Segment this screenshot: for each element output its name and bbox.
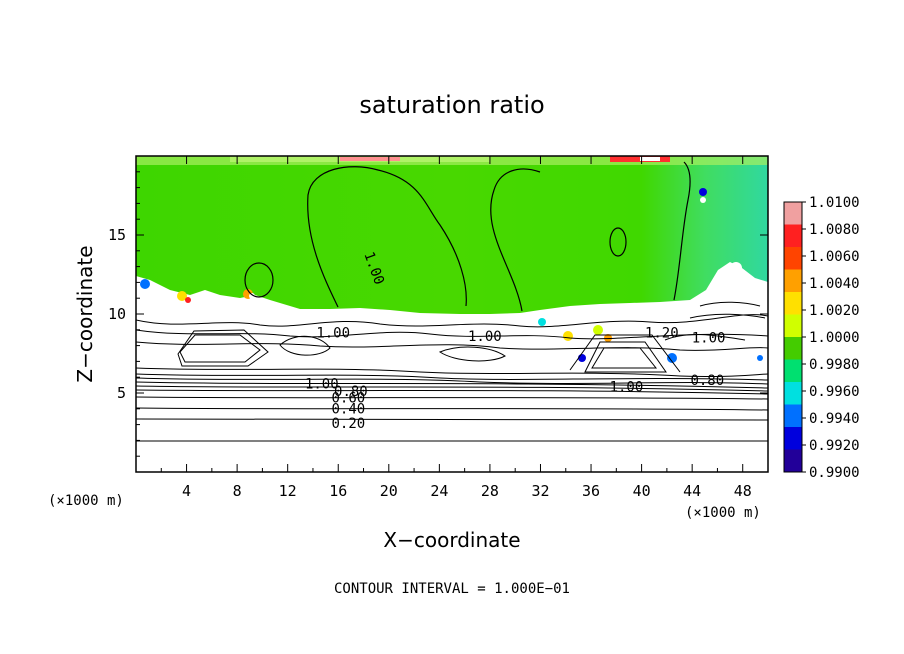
colorbar-tick-label: 0.9960 xyxy=(809,384,860,400)
x-tick-label: 20 xyxy=(380,482,398,500)
colorbar-swatch xyxy=(784,427,802,450)
x-axis: 4 8 12 16 20 24 28 32 36 40 44 48 xyxy=(160,156,752,500)
colorbar-swatch xyxy=(784,314,802,338)
colorbar-tick-label: 0.9980 xyxy=(809,357,860,373)
contour-label: 1.20 xyxy=(645,326,679,342)
z-unit-label: (×1000 m) xyxy=(48,493,124,509)
colorbar-tick-label: 1.0100 xyxy=(809,195,860,211)
contour-interval-note: CONTOUR INTERVAL = 1.000E−01 xyxy=(334,581,570,597)
colorbar-swatch xyxy=(784,224,802,248)
x-axis-label: X−coordinate xyxy=(383,528,520,552)
contour-label: 1.00 xyxy=(316,326,350,342)
chart-title: saturation ratio xyxy=(359,91,544,119)
contour-label: 1.00 xyxy=(468,329,502,345)
plot-area xyxy=(136,156,768,472)
x-tick-label: 36 xyxy=(582,482,600,500)
contour-label: 0.60 xyxy=(331,390,365,406)
x-tick-label: 24 xyxy=(430,482,448,500)
x-tick-label: 48 xyxy=(734,482,752,500)
x-tick-label: 12 xyxy=(279,482,297,500)
colorbar: 1.0100 1.0080 1.0060 1.0040 1.0020 1.0000 0.99… xyxy=(783,195,860,481)
colorbar-swatch xyxy=(784,337,802,360)
colorbar-tick-label: 0.9940 xyxy=(809,411,860,427)
colorbar-tick-label: 0.9900 xyxy=(809,465,860,481)
y-tick-label: 10 xyxy=(108,305,126,323)
y-axis: 5 10 15 xyxy=(108,171,768,457)
colorbar-swatch xyxy=(784,382,802,405)
x-tick-label: 44 xyxy=(683,482,701,500)
x-tick-label: 28 xyxy=(481,482,499,500)
colorbar-tick-label: 1.0080 xyxy=(809,222,860,238)
x-tick-label: 40 xyxy=(633,482,651,500)
colorbar-swatch xyxy=(784,292,802,315)
colorbar-swatch xyxy=(784,247,802,270)
contour-label: 1.00 xyxy=(305,376,339,392)
saturated-region xyxy=(136,156,768,314)
colorbar-swatch xyxy=(784,449,802,473)
contour-labels: 1.001.00 1.00 1.20 1.001.000.800.600.400.20… xyxy=(305,250,726,432)
y-tick-label: 5 xyxy=(117,384,126,402)
colorbar-tick-label: 1.0000 xyxy=(809,330,860,346)
colorbar-tick-label: 1.0020 xyxy=(809,303,860,319)
x-tick-label: 8 xyxy=(233,482,242,500)
x-tick-label: 16 xyxy=(329,482,347,500)
colorbar-swatch xyxy=(784,269,802,293)
contour-label: 0.80 xyxy=(334,384,368,400)
colorbar-swatch xyxy=(784,404,802,428)
contour-label: 0.40 xyxy=(331,402,365,418)
colorbar-tick-label: 1.0040 xyxy=(809,276,860,292)
contour-label: 1.00 xyxy=(692,330,726,346)
colorbar-tick-label: 0.9920 xyxy=(809,438,860,454)
contour-label: 1.00 xyxy=(610,379,644,395)
colorbar-swatch xyxy=(784,202,802,225)
colorbar-swatch xyxy=(784,359,802,383)
y-tick-label: 15 xyxy=(108,226,126,244)
y-axis-label: Z−coordinate xyxy=(73,245,97,382)
lower-contours xyxy=(136,301,768,442)
contour-label: 0.20 xyxy=(331,416,365,432)
contour-label: 0.80 xyxy=(690,373,724,389)
x-tick-label: 4 xyxy=(182,482,191,500)
x-unit-label: (×1000 m) xyxy=(685,505,761,521)
colorbar-tick-label: 1.0060 xyxy=(809,249,860,265)
x-tick-label: 32 xyxy=(531,482,549,500)
upper-contours xyxy=(244,161,691,312)
